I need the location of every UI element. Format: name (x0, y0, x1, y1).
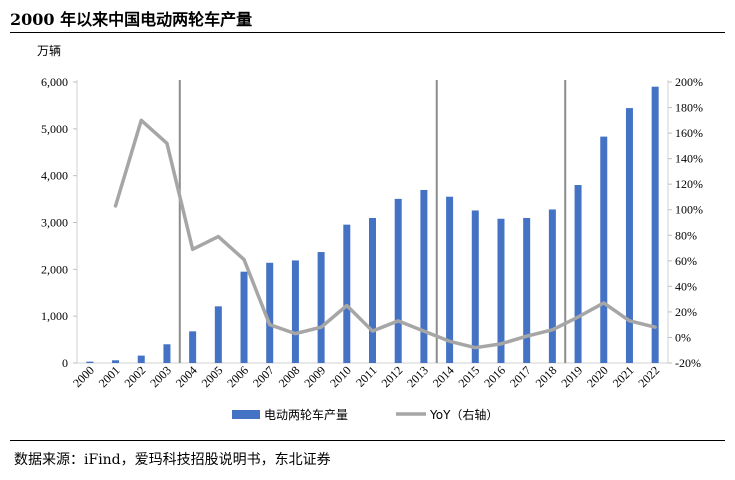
y-right-tick-label: 80% (675, 228, 697, 242)
x-tick-label: 2006 (224, 363, 251, 390)
x-tick-label: 2000 (70, 363, 97, 390)
bar-2019 (574, 185, 582, 363)
legend: 电动两轮车产量 YoY（右轴） (232, 407, 498, 422)
bar-2015 (471, 210, 479, 363)
bar-2008 (291, 260, 299, 363)
y-right-tick-label: 120% (675, 177, 703, 191)
bar-2000 (86, 361, 94, 363)
y-right-tick-label: 100% (675, 203, 703, 217)
y-right-tick-label: 40% (675, 279, 697, 293)
legend-bar-label: 电动两轮车产量 (264, 407, 348, 422)
y-left-unit-label: 万辆 (37, 44, 61, 58)
x-tick-label: 2012 (378, 363, 405, 390)
y-right-tick-label: 0% (675, 330, 691, 344)
x-tick-label: 2014 (430, 363, 457, 390)
bar-2013 (420, 189, 428, 363)
x-tick-label: 2008 (276, 363, 303, 390)
y-left-tick-label: 3,000 (41, 216, 68, 230)
y-left-tick-label: 5,000 (41, 122, 68, 136)
y-left-tick-label: 1,000 (41, 309, 68, 323)
source-note: 数据来源：iFind，爱玛科技招股说明书，东北证券 (14, 452, 331, 468)
bar-2009 (317, 252, 325, 363)
page-title: 2000 年以来中国电动两轮车产量 (10, 10, 253, 29)
x-tick-label: 2004 (173, 363, 200, 390)
x-tick-label: 2002 (121, 363, 148, 390)
x-tick-label: 2007 (250, 363, 277, 390)
yoy-line-series (113, 118, 657, 350)
bar-2005 (214, 306, 222, 363)
x-tick-label: 2013 (404, 363, 431, 390)
y-left-tick-label: 6,000 (41, 75, 68, 89)
bar-2006 (240, 271, 248, 363)
bar-2011 (369, 218, 376, 363)
x-tick-label: 2009 (301, 363, 328, 390)
x-tick-label: 2010 (327, 363, 354, 390)
bar-2018 (548, 209, 556, 363)
bar-2004 (189, 331, 197, 363)
y-right-tick-label: -20% (675, 356, 701, 370)
y-left-tick-label: 2,000 (41, 262, 68, 276)
y-right-tick-labels: -20% 0% 20% 40% 60% 80% 100% 120% 140% 160% 180% 20… (668, 75, 703, 370)
x-tick-label: 2019 (558, 363, 585, 390)
y-right-tick-label: 60% (675, 254, 697, 268)
x-tick-label: 2022 (635, 363, 662, 390)
bar-2022 (651, 86, 659, 363)
x-tick-label: 2021 (610, 363, 637, 390)
y-right-tick-label: 200% (675, 75, 703, 89)
yoy-line (113, 118, 657, 350)
x-tick-label: 2016 (481, 363, 508, 390)
bar-2012 (394, 198, 402, 363)
bar-2001 (112, 360, 120, 363)
x-tick-label: 2018 (533, 363, 560, 390)
source-rule (10, 440, 725, 441)
y-left-tick-label: 0 (62, 356, 68, 370)
y-left-tick-label: 4,000 (41, 169, 68, 183)
x-tick-label: 2003 (147, 363, 174, 390)
title-rule (10, 32, 725, 33)
y-right-tick-label: 180% (675, 101, 703, 115)
x-tick-label: 2001 (96, 363, 123, 390)
x-tick-label: 2011 (353, 363, 380, 390)
bar-2010 (343, 224, 351, 363)
bar-2014 (446, 196, 454, 363)
period-dividers (178, 80, 567, 363)
bar-series (86, 86, 659, 363)
legend-bar-swatch (232, 410, 260, 419)
chart: 万辆 0 1,000 2,000 3,000 4,000 5,000 6,000 -20% 0… (37, 44, 703, 422)
y-right-tick-label: 160% (675, 126, 703, 140)
bar-2021 (625, 108, 633, 363)
x-tick-label: 2017 (507, 363, 534, 390)
bar-2007 (266, 262, 274, 363)
x-tick-label: 2005 (199, 363, 226, 390)
x-tick-label: 2020 (584, 363, 611, 390)
bar-2002 (137, 355, 145, 363)
x-tick-labels: 2000200120022003200420052006200720082009… (70, 363, 662, 390)
y-right-tick-label: 20% (675, 305, 697, 319)
bar-2003 (163, 344, 171, 363)
bar-2016 (497, 218, 505, 363)
legend-line-label: YoY（右轴） (429, 407, 498, 422)
bar-2020 (600, 136, 608, 363)
x-tick-label: 2015 (456, 363, 483, 390)
bar-2017 (523, 217, 531, 363)
y-left-tick-labels: 0 1,000 2,000 3,000 4,000 5,000 6,000 (41, 75, 77, 370)
y-right-tick-label: 140% (675, 152, 703, 166)
